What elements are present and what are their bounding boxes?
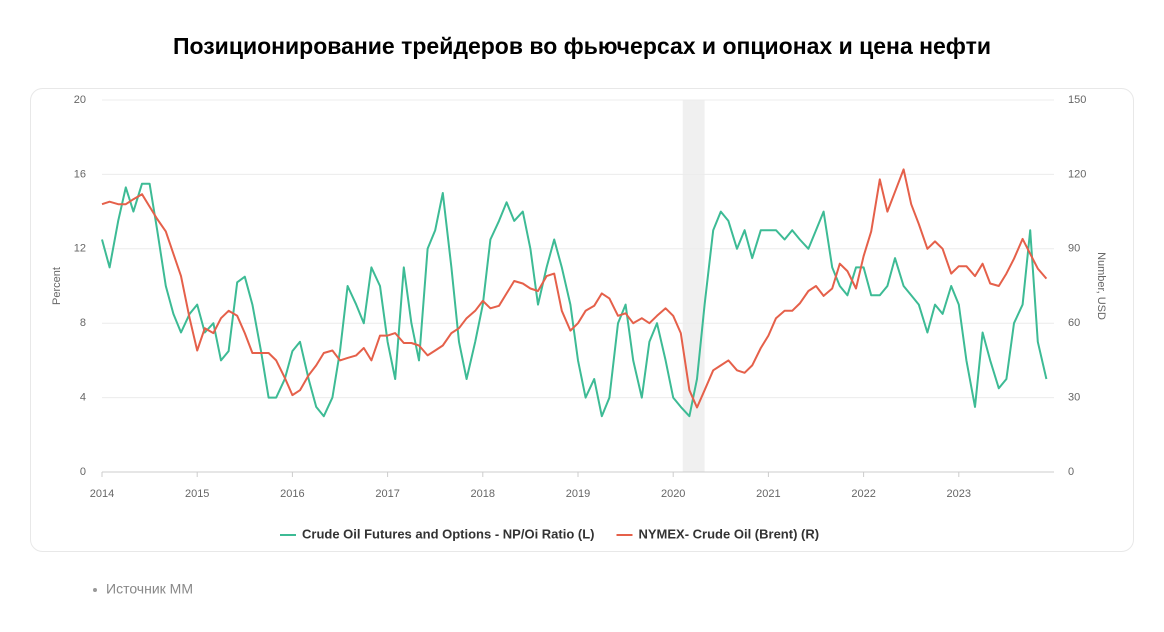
shaded-region (682, 100, 705, 472)
x-tick-label: 2015 (185, 488, 209, 500)
x-tick-label: 2018 (471, 488, 495, 500)
y2-tick-label: 0 (1068, 466, 1074, 478)
y2-tick-label: 150 (1068, 94, 1086, 106)
series-line (101, 168, 1048, 409)
y-axis-label: Percent (51, 267, 63, 305)
x-tick-label: 2022 (851, 488, 875, 500)
bullet (93, 588, 97, 592)
y-tick-label: 8 (80, 317, 86, 329)
x-tick-label: 2023 (947, 488, 971, 500)
y2-tick-label: 60 (1068, 317, 1080, 329)
y2-tick-label: 30 (1068, 392, 1080, 404)
legend-label: Crude Oil Futures and Options - NP/Oi Ra… (302, 526, 595, 541)
x-tick-label: 2017 (375, 488, 399, 500)
y-tick-label: 12 (74, 243, 86, 255)
x-tick-label: 2020 (661, 488, 685, 500)
series-line (101, 182, 1048, 418)
x-tick-label: 2019 (566, 488, 590, 500)
source: Источник MM (106, 581, 193, 597)
y-tick-label: 20 (74, 94, 86, 106)
y2-tick-label: 90 (1068, 243, 1080, 255)
x-tick-label: 2014 (90, 488, 114, 500)
y-tick-label: 4 (80, 392, 86, 404)
y-tick-label: 16 (74, 168, 86, 180)
chart-card (30, 88, 1134, 552)
legend-label: NYMEX- Crude Oil (Brent) (R) (639, 526, 820, 541)
x-tick-label: 2016 (280, 488, 304, 500)
chart-title: Позиционирование трейдеров во фьючерсах … (173, 33, 991, 59)
y2-tick-label: 120 (1068, 168, 1086, 180)
y2-axis-label: Number, USD (1095, 252, 1107, 320)
y-tick-label: 0 (80, 466, 86, 478)
x-tick-label: 2021 (756, 488, 780, 500)
